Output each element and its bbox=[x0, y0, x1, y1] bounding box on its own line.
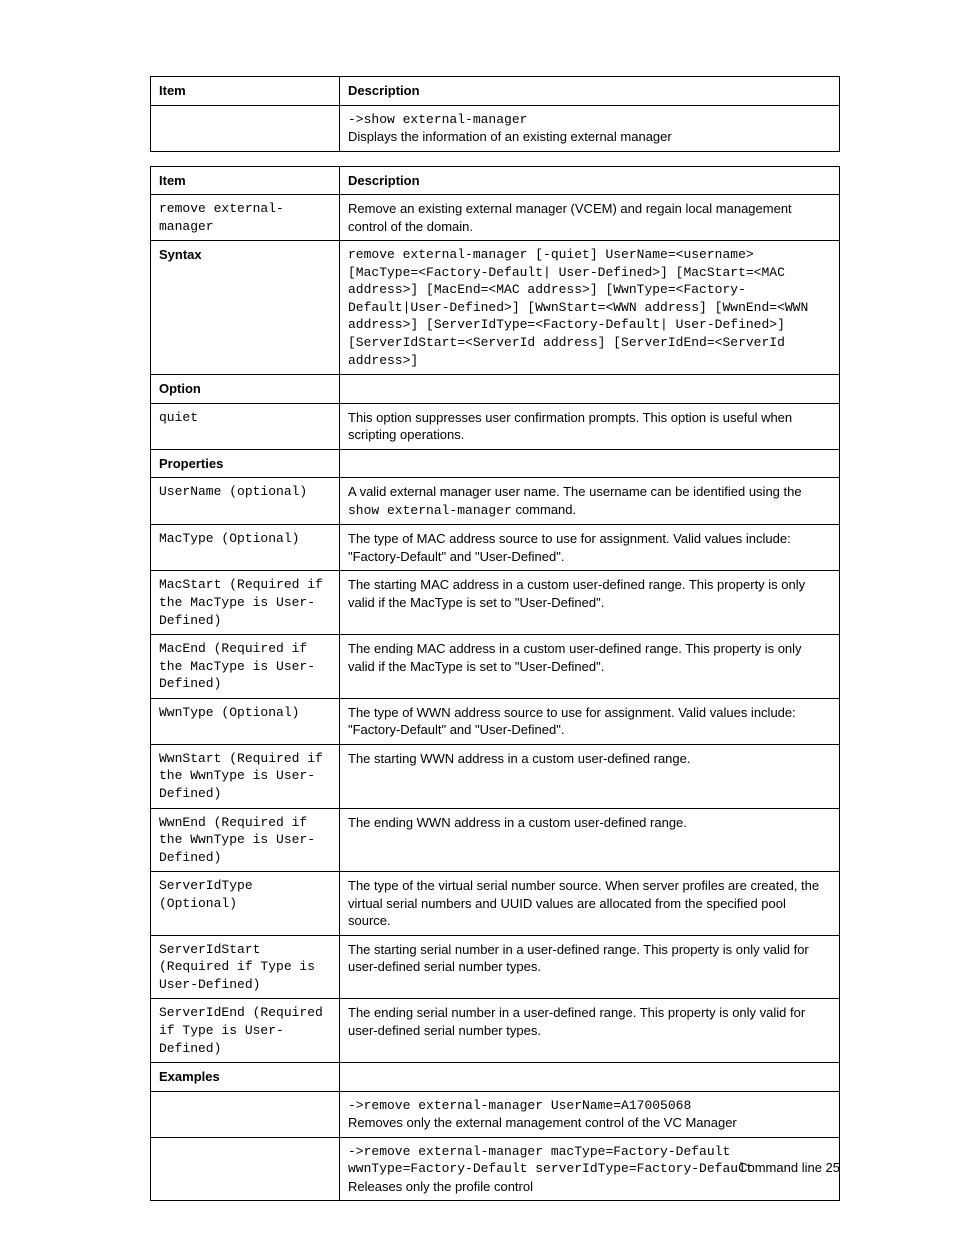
cell-item: MacStart (Required if the MacType is Use… bbox=[151, 571, 340, 635]
cell-item: ServerIdEnd (Required if Type is User-De… bbox=[151, 999, 340, 1063]
table-row: WwnEnd (Required if the WwnType is User-… bbox=[151, 808, 840, 872]
table-row: ->remove external-manager UserName=A1700… bbox=[151, 1091, 840, 1137]
table-row: quiet This option suppresses user confir… bbox=[151, 403, 840, 449]
cell-description bbox=[340, 375, 840, 404]
table-row: MacType (Optional) The type of MAC addre… bbox=[151, 525, 840, 571]
cell-item: MacType (Optional) bbox=[151, 525, 340, 571]
table-row: ->show external-manager Displays the inf… bbox=[151, 105, 840, 151]
code-text: ->show external-manager bbox=[348, 111, 831, 129]
cell-item: Syntax bbox=[151, 241, 340, 375]
cell-item: ServerIdType (Optional) bbox=[151, 872, 340, 936]
cell-item: Examples bbox=[151, 1063, 340, 1092]
table-row: MacEnd (Required if the MacType is User-… bbox=[151, 635, 840, 699]
cell-item bbox=[151, 105, 340, 151]
table-row: Examples bbox=[151, 1063, 840, 1092]
table-row: WwnType (Optional) The type of WWN addre… bbox=[151, 698, 840, 744]
cell-description bbox=[340, 449, 840, 478]
table-remove-external-manager: Item Description remove external-manager… bbox=[150, 166, 840, 1202]
cell-description: ->show external-manager Displays the inf… bbox=[340, 105, 840, 151]
cell-item: Option bbox=[151, 375, 340, 404]
header-item: Item bbox=[151, 166, 340, 195]
table-row: WwnStart (Required if the WwnType is Use… bbox=[151, 744, 840, 808]
cell-description: The ending MAC address in a custom user-… bbox=[340, 635, 840, 699]
table-row: Properties bbox=[151, 449, 840, 478]
desc-code: show external-manager bbox=[348, 503, 512, 518]
cell-item: WwnEnd (Required if the WwnType is User-… bbox=[151, 808, 340, 872]
page-footer: Command line 25 bbox=[738, 1160, 840, 1175]
table-row: MacStart (Required if the MacType is Use… bbox=[151, 571, 840, 635]
cell-item: MacEnd (Required if the MacType is User-… bbox=[151, 635, 340, 699]
cell-description: The starting serial number in a user-def… bbox=[340, 935, 840, 999]
table-row: ServerIdType (Optional) The type of the … bbox=[151, 872, 840, 936]
cell-item: WwnStart (Required if the WwnType is Use… bbox=[151, 744, 340, 808]
cell-description: This option suppresses user confirmation… bbox=[340, 403, 840, 449]
table-row: Option bbox=[151, 375, 840, 404]
desc-text: Displays the information of an existing … bbox=[348, 128, 831, 146]
table-row: remove external-manager Remove an existi… bbox=[151, 195, 840, 241]
table-row: UserName (optional) A valid external man… bbox=[151, 478, 840, 525]
cell-description: remove external-manager [-quiet] UserNam… bbox=[340, 241, 840, 375]
desc-text: Removes only the external management con… bbox=[348, 1114, 831, 1132]
cell-item bbox=[151, 1091, 340, 1137]
cell-item bbox=[151, 1137, 340, 1201]
cell-item: UserName (optional) bbox=[151, 478, 340, 525]
desc-post: command. bbox=[512, 502, 576, 517]
cell-description: The ending WWN address in a custom user-… bbox=[340, 808, 840, 872]
cell-item: WwnType (Optional) bbox=[151, 698, 340, 744]
cell-description: The type of the virtual serial number so… bbox=[340, 872, 840, 936]
header-description: Description bbox=[340, 77, 840, 106]
cell-description: Remove an existing external manager (VCE… bbox=[340, 195, 840, 241]
cell-item: remove external-manager bbox=[151, 195, 340, 241]
table-row: Syntax remove external-manager [-quiet] … bbox=[151, 241, 840, 375]
cell-description: The type of MAC address source to use fo… bbox=[340, 525, 840, 571]
cell-item: quiet bbox=[151, 403, 340, 449]
code-text: ->remove external-manager UserName=A1700… bbox=[348, 1097, 831, 1115]
table-show-external-manager: Item Description ->show external-manager… bbox=[150, 76, 840, 152]
desc-text: Releases only the profile control bbox=[348, 1178, 831, 1196]
table-row: ->remove external-manager macType=Factor… bbox=[151, 1137, 840, 1201]
table-header-row: Item Description bbox=[151, 77, 840, 106]
cell-description: The type of WWN address source to use fo… bbox=[340, 698, 840, 744]
table-row: ServerIdEnd (Required if Type is User-De… bbox=[151, 999, 840, 1063]
desc-pre: A valid external manager user name. The … bbox=[348, 484, 802, 499]
cell-description: The starting MAC address in a custom use… bbox=[340, 571, 840, 635]
page: Item Description ->show external-manager… bbox=[0, 0, 954, 1235]
cell-item: Properties bbox=[151, 449, 340, 478]
cell-description: The starting WWN address in a custom use… bbox=[340, 744, 840, 808]
cell-description: The ending serial number in a user-defin… bbox=[340, 999, 840, 1063]
header-item: Item bbox=[151, 77, 340, 106]
table-row: ServerIdStart (Required if Type is User-… bbox=[151, 935, 840, 999]
cell-description bbox=[340, 1063, 840, 1092]
table-header-row: Item Description bbox=[151, 166, 840, 195]
cell-description: A valid external manager user name. The … bbox=[340, 478, 840, 525]
cell-item: ServerIdStart (Required if Type is User-… bbox=[151, 935, 340, 999]
cell-description: ->remove external-manager UserName=A1700… bbox=[340, 1091, 840, 1137]
header-description: Description bbox=[340, 166, 840, 195]
